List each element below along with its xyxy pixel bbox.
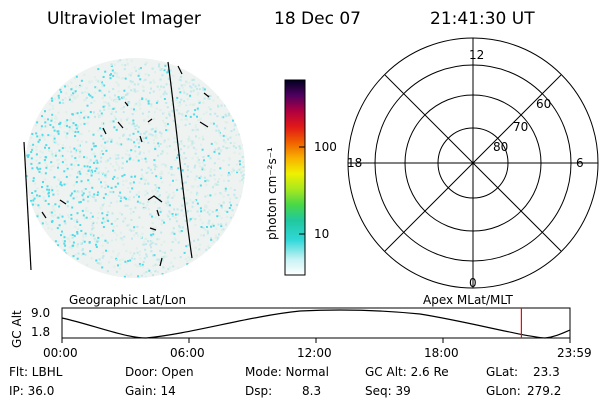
dsp-value: 8.3 bbox=[302, 384, 322, 398]
colorbar bbox=[284, 79, 306, 276]
gain-info: Gain: 14 bbox=[125, 384, 176, 398]
time-tick-0600: 06:00 bbox=[170, 346, 205, 360]
altitude-axis-label: GC Alt bbox=[10, 310, 24, 348]
glat-value: 23.3 bbox=[533, 365, 560, 379]
glon-value: 279.2 bbox=[527, 384, 562, 398]
colorbar-label-10: 10 bbox=[314, 227, 330, 241]
gc-alt-info: GC Alt: 2.6 Re bbox=[365, 365, 449, 379]
time-tick-1800: 18:00 bbox=[424, 346, 459, 360]
altitude-curve bbox=[61, 309, 571, 339]
altitude-panel bbox=[61, 307, 571, 343]
mlt-label-18: 18 bbox=[347, 156, 363, 170]
glon-label: GLon: bbox=[486, 384, 521, 398]
date-label: 18 Dec 07 bbox=[274, 9, 361, 29]
time-tick-1200: 12:00 bbox=[297, 346, 332, 360]
coastline-overlay bbox=[23, 61, 210, 271]
time-tick-2359: 23:59 bbox=[557, 346, 592, 360]
earth-image bbox=[25, 58, 245, 278]
projection-label-geographic: Geographic Lat/Lon bbox=[69, 293, 187, 307]
dsp-label: Dsp: bbox=[245, 384, 273, 398]
instrument-title: Ultraviolet Imager bbox=[47, 9, 201, 29]
polar-plot bbox=[347, 37, 599, 289]
glat-label: GLat: bbox=[486, 365, 519, 379]
ip-info: IP: 36.0 bbox=[9, 384, 55, 398]
lat-label-60: 60 bbox=[536, 97, 552, 111]
projection-label-apex: Apex MLat/MLT bbox=[423, 293, 513, 307]
speckle-layer bbox=[25, 58, 245, 278]
time-label: 21:41:30 UT bbox=[430, 9, 535, 29]
time-tick-0000: 00:00 bbox=[43, 346, 78, 360]
filter-info: Flt: LBHL bbox=[9, 365, 63, 379]
door-info: Door: Open bbox=[125, 365, 194, 379]
mlt-label-6: 6 bbox=[576, 156, 584, 170]
seq-info: Seq: 39 bbox=[365, 384, 411, 398]
lat-label-70: 70 bbox=[513, 120, 529, 134]
altitude-min-label: 1.8 bbox=[31, 325, 51, 339]
mlt-label-12: 12 bbox=[469, 48, 485, 62]
mode-info: Mode: Normal bbox=[245, 365, 329, 379]
colorbar-unit-label: photon cm⁻²s⁻¹ bbox=[265, 147, 279, 240]
mlt-label-0: 0 bbox=[469, 276, 477, 290]
colorbar-label-100: 100 bbox=[314, 140, 337, 154]
lat-label-80: 80 bbox=[493, 140, 509, 154]
altitude-max-label: 9.0 bbox=[31, 306, 51, 320]
